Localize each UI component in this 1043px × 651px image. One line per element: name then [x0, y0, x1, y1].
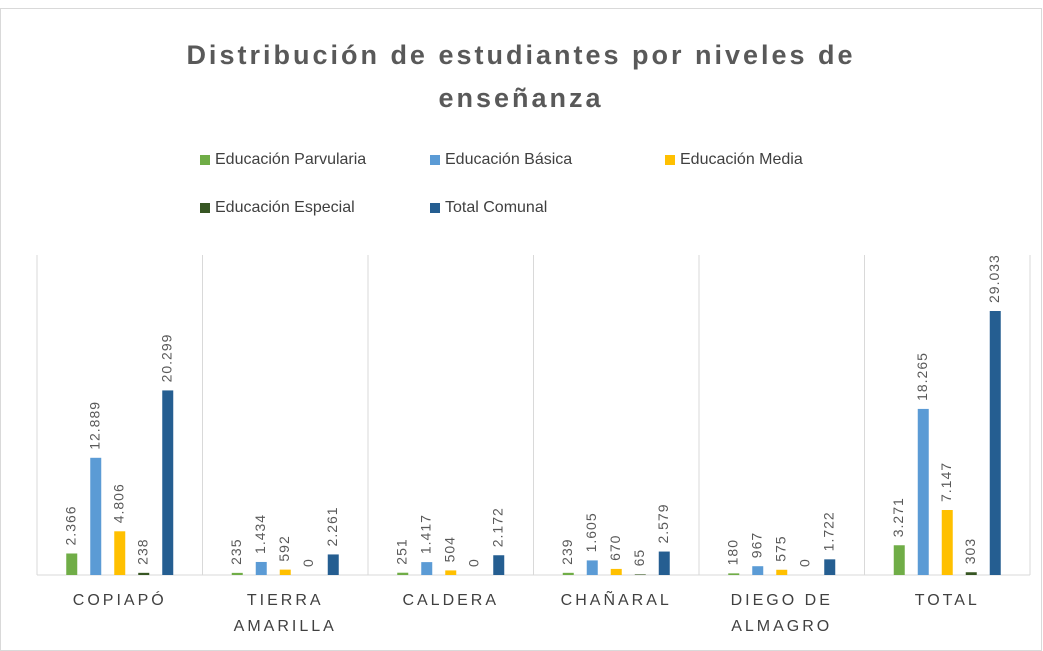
- bar: [66, 553, 78, 575]
- value-label: 12.889: [86, 401, 102, 450]
- value-label: 251: [393, 538, 409, 564]
- bar: [162, 390, 174, 575]
- x-tick-label: COPIAPÓ: [72, 592, 167, 609]
- value-label: 1.722: [820, 511, 836, 551]
- legend-swatch: [430, 203, 440, 213]
- title-line: enseñanza: [438, 83, 603, 113]
- value-label: 967: [748, 532, 764, 558]
- bar: [941, 510, 953, 575]
- x-tick-label: CHAÑARAL: [560, 592, 672, 609]
- value-label: 7.147: [938, 462, 954, 502]
- value-label: 1.417: [417, 514, 433, 554]
- value-label: 504: [441, 536, 457, 562]
- value-label: 180: [724, 539, 740, 565]
- value-label: 0: [796, 558, 812, 567]
- bar: [893, 545, 905, 575]
- chart-title: Distribución de estudiantes por niveles …: [186, 40, 855, 113]
- legend-label: Total Comunal: [445, 199, 547, 216]
- bar: [610, 568, 622, 575]
- x-tick-label: TIERRA AMARILLA: [233, 592, 337, 635]
- title-line: Distribución de estudiantes por niveles …: [186, 40, 855, 70]
- bar: [965, 572, 977, 575]
- legend-label: Educación Media: [680, 151, 803, 168]
- bar: [255, 561, 267, 575]
- bar: [231, 572, 243, 575]
- value-label: 670: [607, 535, 623, 561]
- bar: [658, 551, 670, 575]
- legend-label: Educación Especial: [215, 199, 355, 216]
- value-label: 18.265: [914, 352, 930, 401]
- value-label: 3.271: [890, 497, 906, 537]
- legend-label: Educación Parvularia: [215, 151, 366, 168]
- bar: [493, 555, 505, 575]
- value-label: 235: [228, 539, 244, 565]
- bar: [917, 408, 929, 575]
- value-label: 1.434: [252, 514, 268, 554]
- value-label: 303: [962, 538, 978, 564]
- x-tick-label: CALDERA: [402, 592, 500, 609]
- bar: [114, 531, 126, 575]
- bar: [138, 572, 150, 575]
- x-tick-label: DIEGO DE ALMAGRO: [730, 592, 833, 635]
- legend-swatch: [200, 203, 210, 213]
- legend-swatch: [200, 155, 210, 165]
- x-tick-label: TOTAL: [914, 592, 980, 609]
- bar: [824, 559, 836, 575]
- value-label: 29.033: [986, 254, 1002, 303]
- value-label: 238: [134, 538, 150, 564]
- bar: [634, 574, 646, 575]
- bar: [90, 457, 102, 575]
- value-label: 592: [276, 535, 292, 561]
- value-label: 65: [631, 549, 647, 567]
- value-label: 2.172: [489, 507, 505, 547]
- bar: [752, 566, 764, 575]
- bar: [327, 554, 339, 575]
- bar: [989, 311, 1001, 575]
- value-label: 4.806: [110, 483, 126, 523]
- value-label: 2.261: [324, 506, 340, 546]
- value-label: 0: [465, 558, 481, 567]
- value-label: 1.605: [583, 512, 599, 552]
- bar: [421, 562, 433, 575]
- bar: [776, 569, 788, 575]
- legend-label: Educación Básica: [445, 151, 572, 168]
- value-label: 0: [300, 558, 316, 567]
- value-label: 239: [559, 538, 575, 564]
- bar: [279, 569, 291, 575]
- bar: [562, 572, 574, 575]
- bar: [445, 570, 457, 575]
- value-label: 2.366: [62, 505, 78, 545]
- bar: [397, 572, 409, 575]
- bar: [728, 573, 740, 575]
- legend-swatch: [665, 155, 675, 165]
- value-label: 20.299: [158, 334, 174, 383]
- legend-swatch: [430, 155, 440, 165]
- bar: [586, 560, 598, 575]
- value-label: 2.579: [655, 504, 671, 544]
- value-label: 575: [772, 535, 788, 561]
